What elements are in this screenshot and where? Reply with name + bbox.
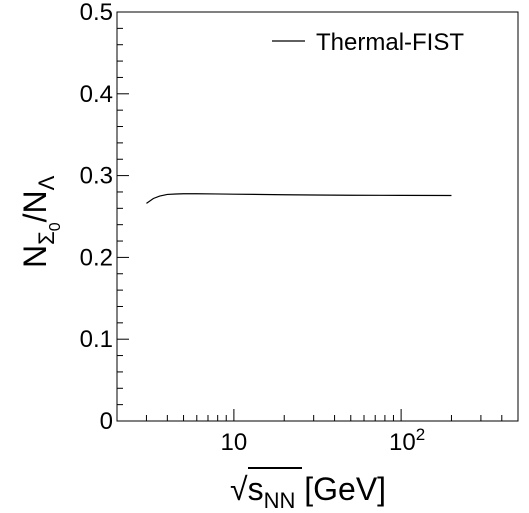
x-axis-title: √sNN [GeV] xyxy=(230,471,386,513)
y-axis-slash: / xyxy=(17,213,53,222)
axis-ticks xyxy=(116,11,519,422)
y-axis-title: NΣ0/NΛ xyxy=(17,175,64,268)
series-layer xyxy=(146,193,452,204)
legend: Thermal-FIST xyxy=(272,29,464,56)
y-axis-sub2: Λ xyxy=(34,175,59,190)
y-axis-n1: N xyxy=(17,245,53,268)
y-axis-sub1: Σ xyxy=(34,231,59,245)
y-tick-label: 0.1 xyxy=(80,326,113,353)
x-axis-unit: [GeV] xyxy=(295,471,386,507)
legend-label: Thermal-FIST xyxy=(316,29,464,56)
x-tick-labels: 10 102 xyxy=(221,425,426,456)
x-axis-subscript: NN xyxy=(264,488,296,513)
series-line xyxy=(146,193,452,204)
y-tick-label: 0.4 xyxy=(80,81,113,108)
y-axis-n2: N xyxy=(17,190,53,213)
y-tick-labels: 0 0.1 0.2 0.3 0.4 0.5 xyxy=(80,0,113,435)
x-axis-var: s xyxy=(248,471,264,507)
y-tick-label: 0.3 xyxy=(80,163,113,190)
plot-frame xyxy=(116,11,519,422)
y-tick-label: 0.5 xyxy=(80,0,113,26)
y-tick-label: 0 xyxy=(100,408,113,435)
x-tick-label: 10 xyxy=(221,429,248,456)
y-axis-sub1-sub: 0 xyxy=(47,222,64,231)
x-tick-label: 102 xyxy=(389,425,425,456)
x-axis-sqrt-symbol: √ xyxy=(230,471,248,507)
y-tick-label: 0.2 xyxy=(80,244,113,271)
